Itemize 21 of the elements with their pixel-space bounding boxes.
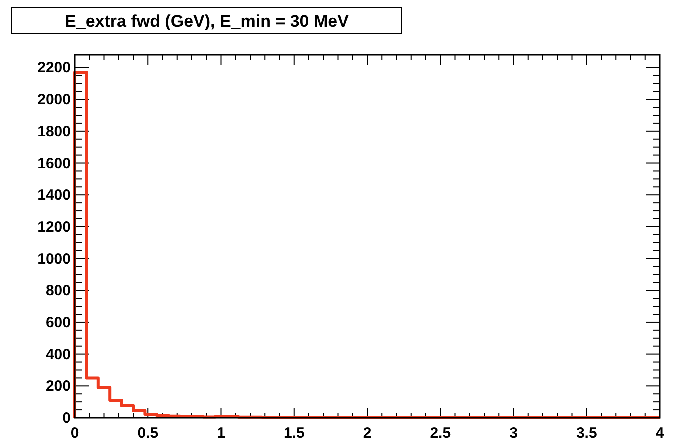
x-tick-label: 3.5 bbox=[576, 425, 598, 442]
y-tick-label: 1400 bbox=[38, 187, 71, 204]
y-tick-label: 1600 bbox=[38, 155, 71, 172]
x-tick-label: 2.5 bbox=[430, 425, 452, 442]
x-tick-label: 3 bbox=[510, 425, 518, 442]
x-tick-label: 2 bbox=[363, 425, 372, 442]
y-tick-label: 1800 bbox=[38, 123, 71, 140]
x-tick-label: 4 bbox=[656, 425, 665, 442]
y-tick-label: 0 bbox=[62, 410, 71, 427]
x-tick-label: 0.5 bbox=[138, 425, 159, 442]
y-tick-label: 400 bbox=[46, 346, 71, 364]
x-tick-label: 1 bbox=[217, 425, 226, 442]
y-tick-label: 2000 bbox=[38, 92, 71, 109]
y-tick-label: 800 bbox=[46, 282, 71, 300]
x-tick-label: 1.5 bbox=[284, 425, 305, 442]
y-tick-label: 1200 bbox=[38, 218, 71, 236]
y-tick-label: 2200 bbox=[38, 60, 71, 77]
y-tick-label: 200 bbox=[46, 378, 71, 396]
y-tick-label: 1000 bbox=[38, 250, 71, 268]
y-tick-label: 600 bbox=[46, 314, 71, 332]
chart-title: E_extra fwd (GeV), E_min = 30 MeV bbox=[65, 12, 350, 31]
